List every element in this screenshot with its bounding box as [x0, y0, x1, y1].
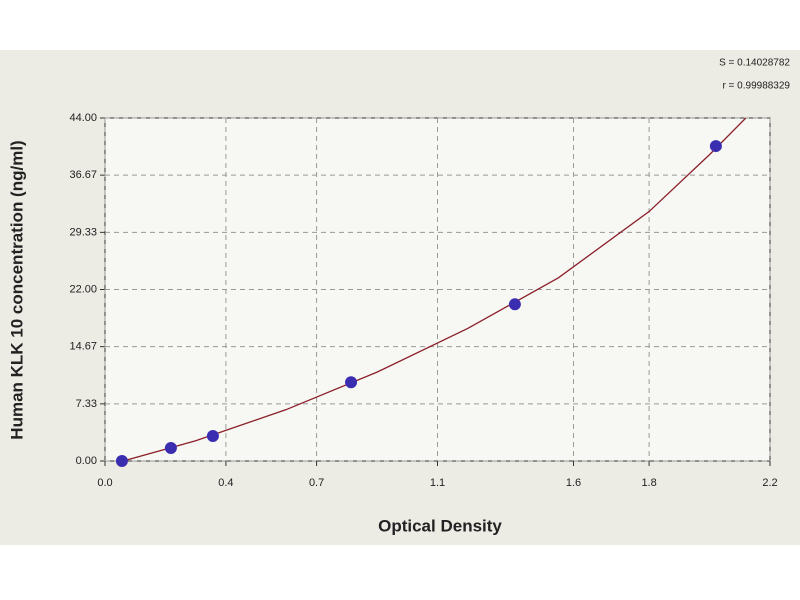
data-point [345, 376, 358, 389]
x-tick-label: 0.4 [218, 477, 233, 489]
data-point [115, 455, 128, 467]
data-point [508, 298, 521, 311]
y-tick-label: 14.67 [69, 341, 97, 353]
data-point [206, 430, 219, 443]
fit-curve [122, 117, 747, 462]
y-tick-label: 22.00 [69, 283, 97, 295]
annotation: S = 0.14028782 [719, 58, 790, 69]
y-axis-label: Human KLK 10 concentration (ng/ml) [7, 140, 26, 439]
annotation: r = 0.99988329 [722, 81, 790, 92]
y-tick-label: 36.67 [69, 169, 97, 181]
x-axis-label: Optical Density [378, 516, 502, 535]
x-tick-label: 0.0 [97, 477, 112, 489]
y-tick-label: 29.33 [69, 226, 97, 238]
y-tick-label: 7.33 [76, 398, 97, 410]
y-tick-label: 0.00 [76, 455, 97, 467]
data-point [164, 441, 177, 454]
x-tick-label: 2.2 [762, 477, 777, 489]
x-tick-label: 0.7 [309, 477, 324, 489]
x-tick-label: 1.6 [566, 477, 581, 489]
x-tick-label: 1.1 [430, 477, 445, 489]
y-tick-label: 44.00 [69, 112, 97, 124]
data-point [709, 140, 722, 153]
x-tick-label: 1.8 [641, 477, 656, 489]
